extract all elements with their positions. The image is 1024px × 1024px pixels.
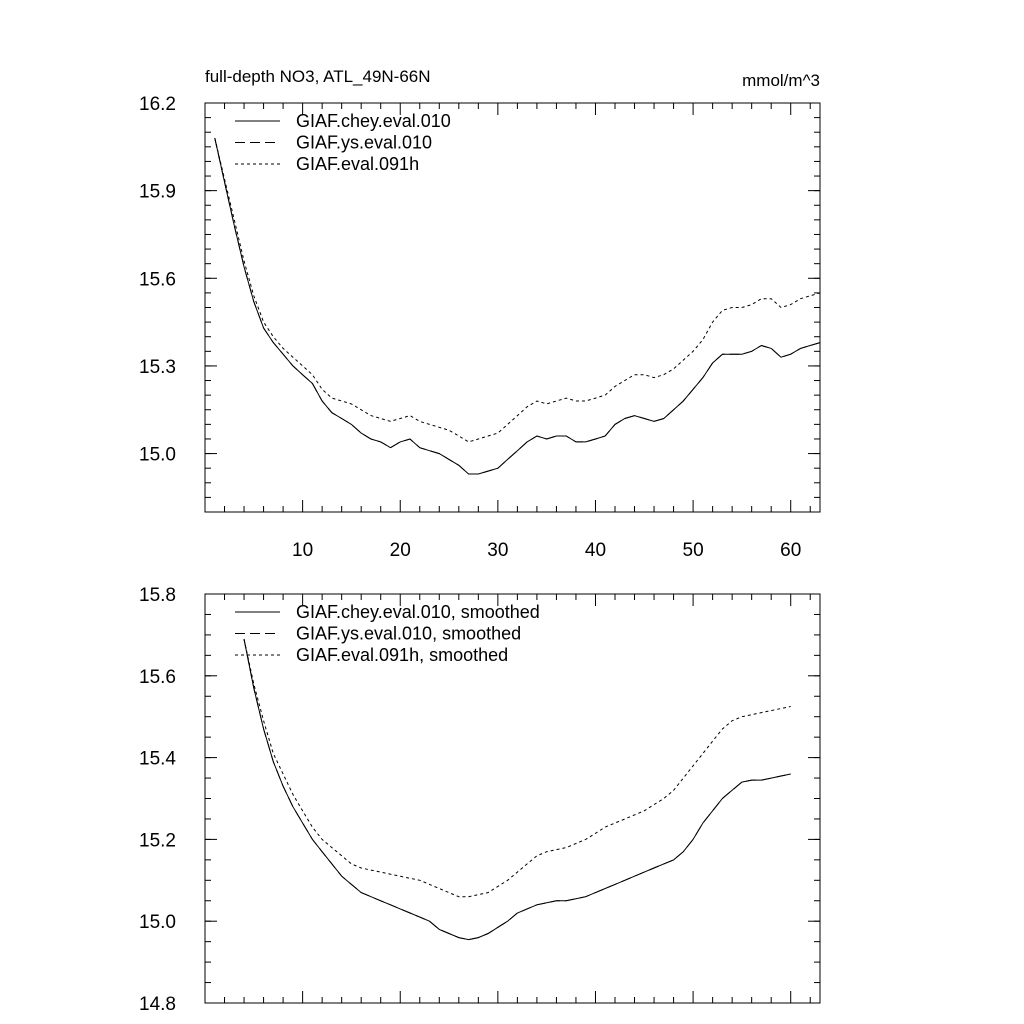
top-y-tick-label: 15.3 [139, 357, 176, 378]
bottom-panel: 14.8 15.0 15.2 15.4 15.6 15.8 GIAF.chey.eval.0… [139, 585, 821, 1015]
bottom-y-tick-label: 15.8 [139, 585, 176, 606]
bottom-series-line-solid [243, 638, 791, 941]
bottom-y-tick-label: 15.4 [139, 749, 176, 770]
top-x-tick-label: 50 [683, 540, 704, 561]
bottom-y-tick-label: 15.6 [139, 667, 176, 688]
top-legend-label: GIAF.eval.091h [296, 154, 419, 174]
top-x-tick-label: 20 [390, 540, 411, 561]
bottom-legend-label: GIAF.eval.091h, smoothed [296, 645, 508, 665]
top-x-tick-label: 60 [780, 540, 801, 561]
top-legend-label: GIAF.ys.eval.010 [296, 133, 432, 153]
bottom-y-tick-label: 15.2 [139, 830, 176, 851]
bottom-legend-label: GIAF.ys.eval.010, smoothed [296, 624, 521, 644]
top-y-tick-label: 15.6 [139, 269, 176, 290]
top-series-line-dotted [214, 137, 821, 443]
top-legend-label: GIAF.chey.eval.010 [296, 111, 451, 131]
top-panel: 10 20 30 40 50 60 15.0 15.3 15.6 15.9 16.2 GIAF.che… [139, 94, 821, 561]
bottom-y-tick-label: 14.8 [139, 994, 176, 1015]
top-series-line-solid [214, 137, 821, 475]
top-x-tick-label: 40 [585, 540, 606, 561]
top-x-tick-label: 30 [487, 540, 508, 561]
top-y-tick-label: 15.0 [139, 445, 176, 466]
bottom-series-line-dashed [243, 638, 791, 941]
top-x-tick-label: 10 [292, 540, 313, 561]
top-series-line-dashed [214, 137, 821, 475]
top-y-tick-label: 15.9 [139, 182, 176, 203]
bottom-legend-label: GIAF.chey.eval.010, smoothed [296, 602, 540, 622]
top-y-tick-label: 16.2 [139, 94, 176, 115]
bottom-series-line-dotted [243, 638, 791, 898]
chart-title: full-depth NO3, ATL_49N-66N [205, 67, 431, 86]
units-label: mmol/m^3 [742, 71, 820, 90]
bottom-y-tick-label: 15.0 [139, 912, 176, 933]
